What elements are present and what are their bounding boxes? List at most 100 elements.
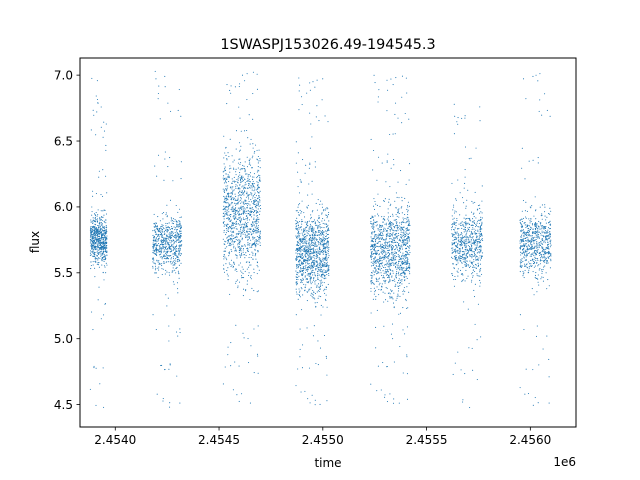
data-point xyxy=(302,266,304,268)
data-point xyxy=(380,243,382,245)
data-point xyxy=(161,265,163,267)
data-point xyxy=(244,203,246,205)
data-point xyxy=(177,288,179,290)
data-point xyxy=(260,208,262,210)
data-point xyxy=(303,248,305,250)
data-point xyxy=(224,206,226,209)
data-point xyxy=(92,217,94,219)
data-point xyxy=(305,284,307,286)
data-point xyxy=(395,241,397,243)
data-point xyxy=(378,262,380,264)
data-point xyxy=(231,182,233,184)
data-point xyxy=(319,258,321,260)
data-point xyxy=(303,272,305,274)
data-point xyxy=(255,239,257,241)
data-point xyxy=(315,250,318,253)
data-point xyxy=(370,236,372,238)
data-point xyxy=(171,235,173,237)
data-point xyxy=(453,234,455,236)
data-point xyxy=(401,227,403,229)
data-point xyxy=(246,205,249,207)
data-point xyxy=(476,275,478,277)
data-point xyxy=(392,133,394,135)
data-point xyxy=(228,262,230,264)
data-point xyxy=(176,239,178,241)
data-point xyxy=(106,264,108,266)
data-point xyxy=(306,245,308,247)
data-point xyxy=(464,259,466,261)
data-point xyxy=(251,178,254,181)
data-point xyxy=(384,253,386,255)
data-point xyxy=(174,232,176,234)
data-point xyxy=(328,220,330,222)
data-point xyxy=(257,250,259,252)
data-point xyxy=(405,234,407,236)
data-point xyxy=(386,79,388,81)
data-point xyxy=(451,256,453,258)
data-point xyxy=(398,255,400,257)
data-point xyxy=(401,196,403,198)
data-point xyxy=(403,270,405,273)
data-point xyxy=(451,247,453,249)
data-point xyxy=(91,77,93,79)
data-point xyxy=(306,281,309,283)
data-point xyxy=(256,191,259,193)
data-point xyxy=(92,222,94,224)
data-point xyxy=(407,267,409,269)
data-point xyxy=(298,228,300,230)
data-point xyxy=(235,148,237,150)
data-point xyxy=(321,269,323,271)
data-point xyxy=(236,210,238,212)
data-point xyxy=(98,242,100,245)
data-point xyxy=(95,212,97,214)
data-point xyxy=(248,262,250,264)
data-point xyxy=(384,396,386,398)
data-point xyxy=(177,233,179,235)
data-point xyxy=(175,238,177,240)
data-point xyxy=(381,274,383,277)
data-point xyxy=(319,280,321,282)
data-point xyxy=(314,222,316,224)
data-point xyxy=(223,170,225,172)
data-point xyxy=(404,261,406,263)
data-point xyxy=(398,234,400,237)
data-point xyxy=(392,255,394,257)
data-point xyxy=(90,129,92,131)
data-point xyxy=(256,235,258,238)
data-point xyxy=(103,248,105,250)
data-point xyxy=(408,222,410,224)
data-point xyxy=(382,221,384,223)
data-point xyxy=(405,235,407,237)
data-point xyxy=(244,208,246,210)
data-point xyxy=(397,254,399,256)
data-point xyxy=(463,242,465,244)
data-point xyxy=(258,231,260,233)
data-point xyxy=(478,242,480,244)
data-point xyxy=(306,300,308,302)
data-point xyxy=(455,233,457,235)
data-point xyxy=(166,227,168,229)
data-point xyxy=(456,250,458,252)
data-point xyxy=(324,262,326,264)
data-point xyxy=(161,268,163,270)
data-point xyxy=(89,242,91,244)
data-point xyxy=(226,211,228,213)
data-point xyxy=(239,150,241,152)
data-point xyxy=(383,199,385,202)
data-point xyxy=(313,272,315,274)
data-point xyxy=(408,223,410,225)
data-point xyxy=(382,234,384,236)
data-point xyxy=(237,162,239,164)
data-point xyxy=(311,270,313,272)
data-point xyxy=(251,194,253,196)
data-point xyxy=(322,240,324,242)
data-point xyxy=(385,222,387,224)
data-point xyxy=(257,372,259,374)
data-point xyxy=(257,227,259,229)
data-point xyxy=(176,230,178,232)
data-point xyxy=(321,251,323,253)
data-point xyxy=(254,244,256,246)
data-point xyxy=(302,267,304,269)
data-point xyxy=(302,260,305,262)
data-point xyxy=(469,254,471,256)
